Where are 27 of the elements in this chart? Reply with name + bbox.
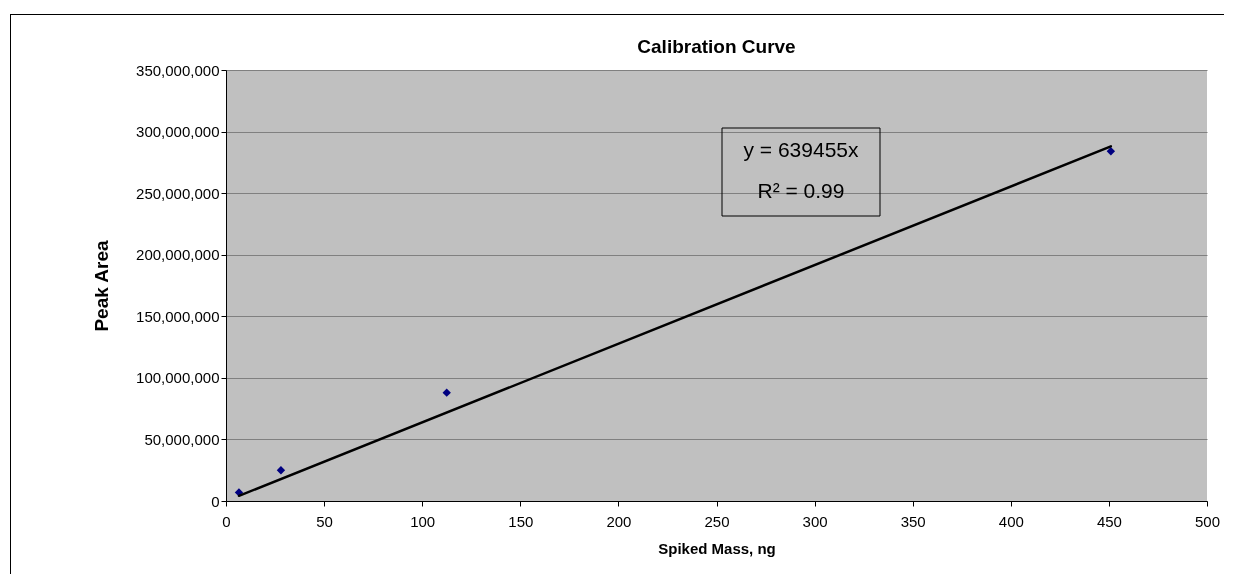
x-tick-label: 250 [704, 512, 730, 530]
x-tick-label: 450 [1096, 512, 1122, 530]
point [1106, 147, 1116, 156]
x-tick-label: 300 [802, 512, 828, 530]
y-axis-title: Peak Area [91, 239, 113, 332]
x-tick-label: 350 [900, 512, 926, 530]
y-tick-label: 200,000,000 [136, 246, 220, 264]
point [442, 388, 451, 397]
y-tick-label: 100,000,000 [136, 369, 220, 387]
y-tick-label: 0 [211, 492, 220, 510]
x-tick-label: 150 [508, 512, 534, 530]
x-tick-label: 50 [316, 512, 333, 530]
x-tick-label: 100 [410, 512, 436, 530]
x-tick-label: 0 [222, 512, 231, 530]
y-tick-label: 50,000,000 [144, 430, 220, 448]
chart-title: Calibration Curve [637, 36, 796, 57]
x-tick-label: 500 [1194, 512, 1221, 530]
y-tick-label: 350,000,000 [136, 61, 220, 79]
x-axis-title: Spiked Mass, ng [658, 539, 776, 557]
y-tick-label: 150,000,000 [136, 307, 220, 325]
annotation: R² = 0.99 [757, 179, 845, 202]
point [276, 466, 286, 475]
annotation: y = 639455x [743, 138, 859, 161]
y-tick-label: 300,000,000 [136, 123, 220, 141]
y-tick-label: 250,000,000 [136, 184, 220, 202]
x-tick-label: 400 [998, 512, 1024, 530]
x-tick-label: 200 [606, 512, 632, 530]
